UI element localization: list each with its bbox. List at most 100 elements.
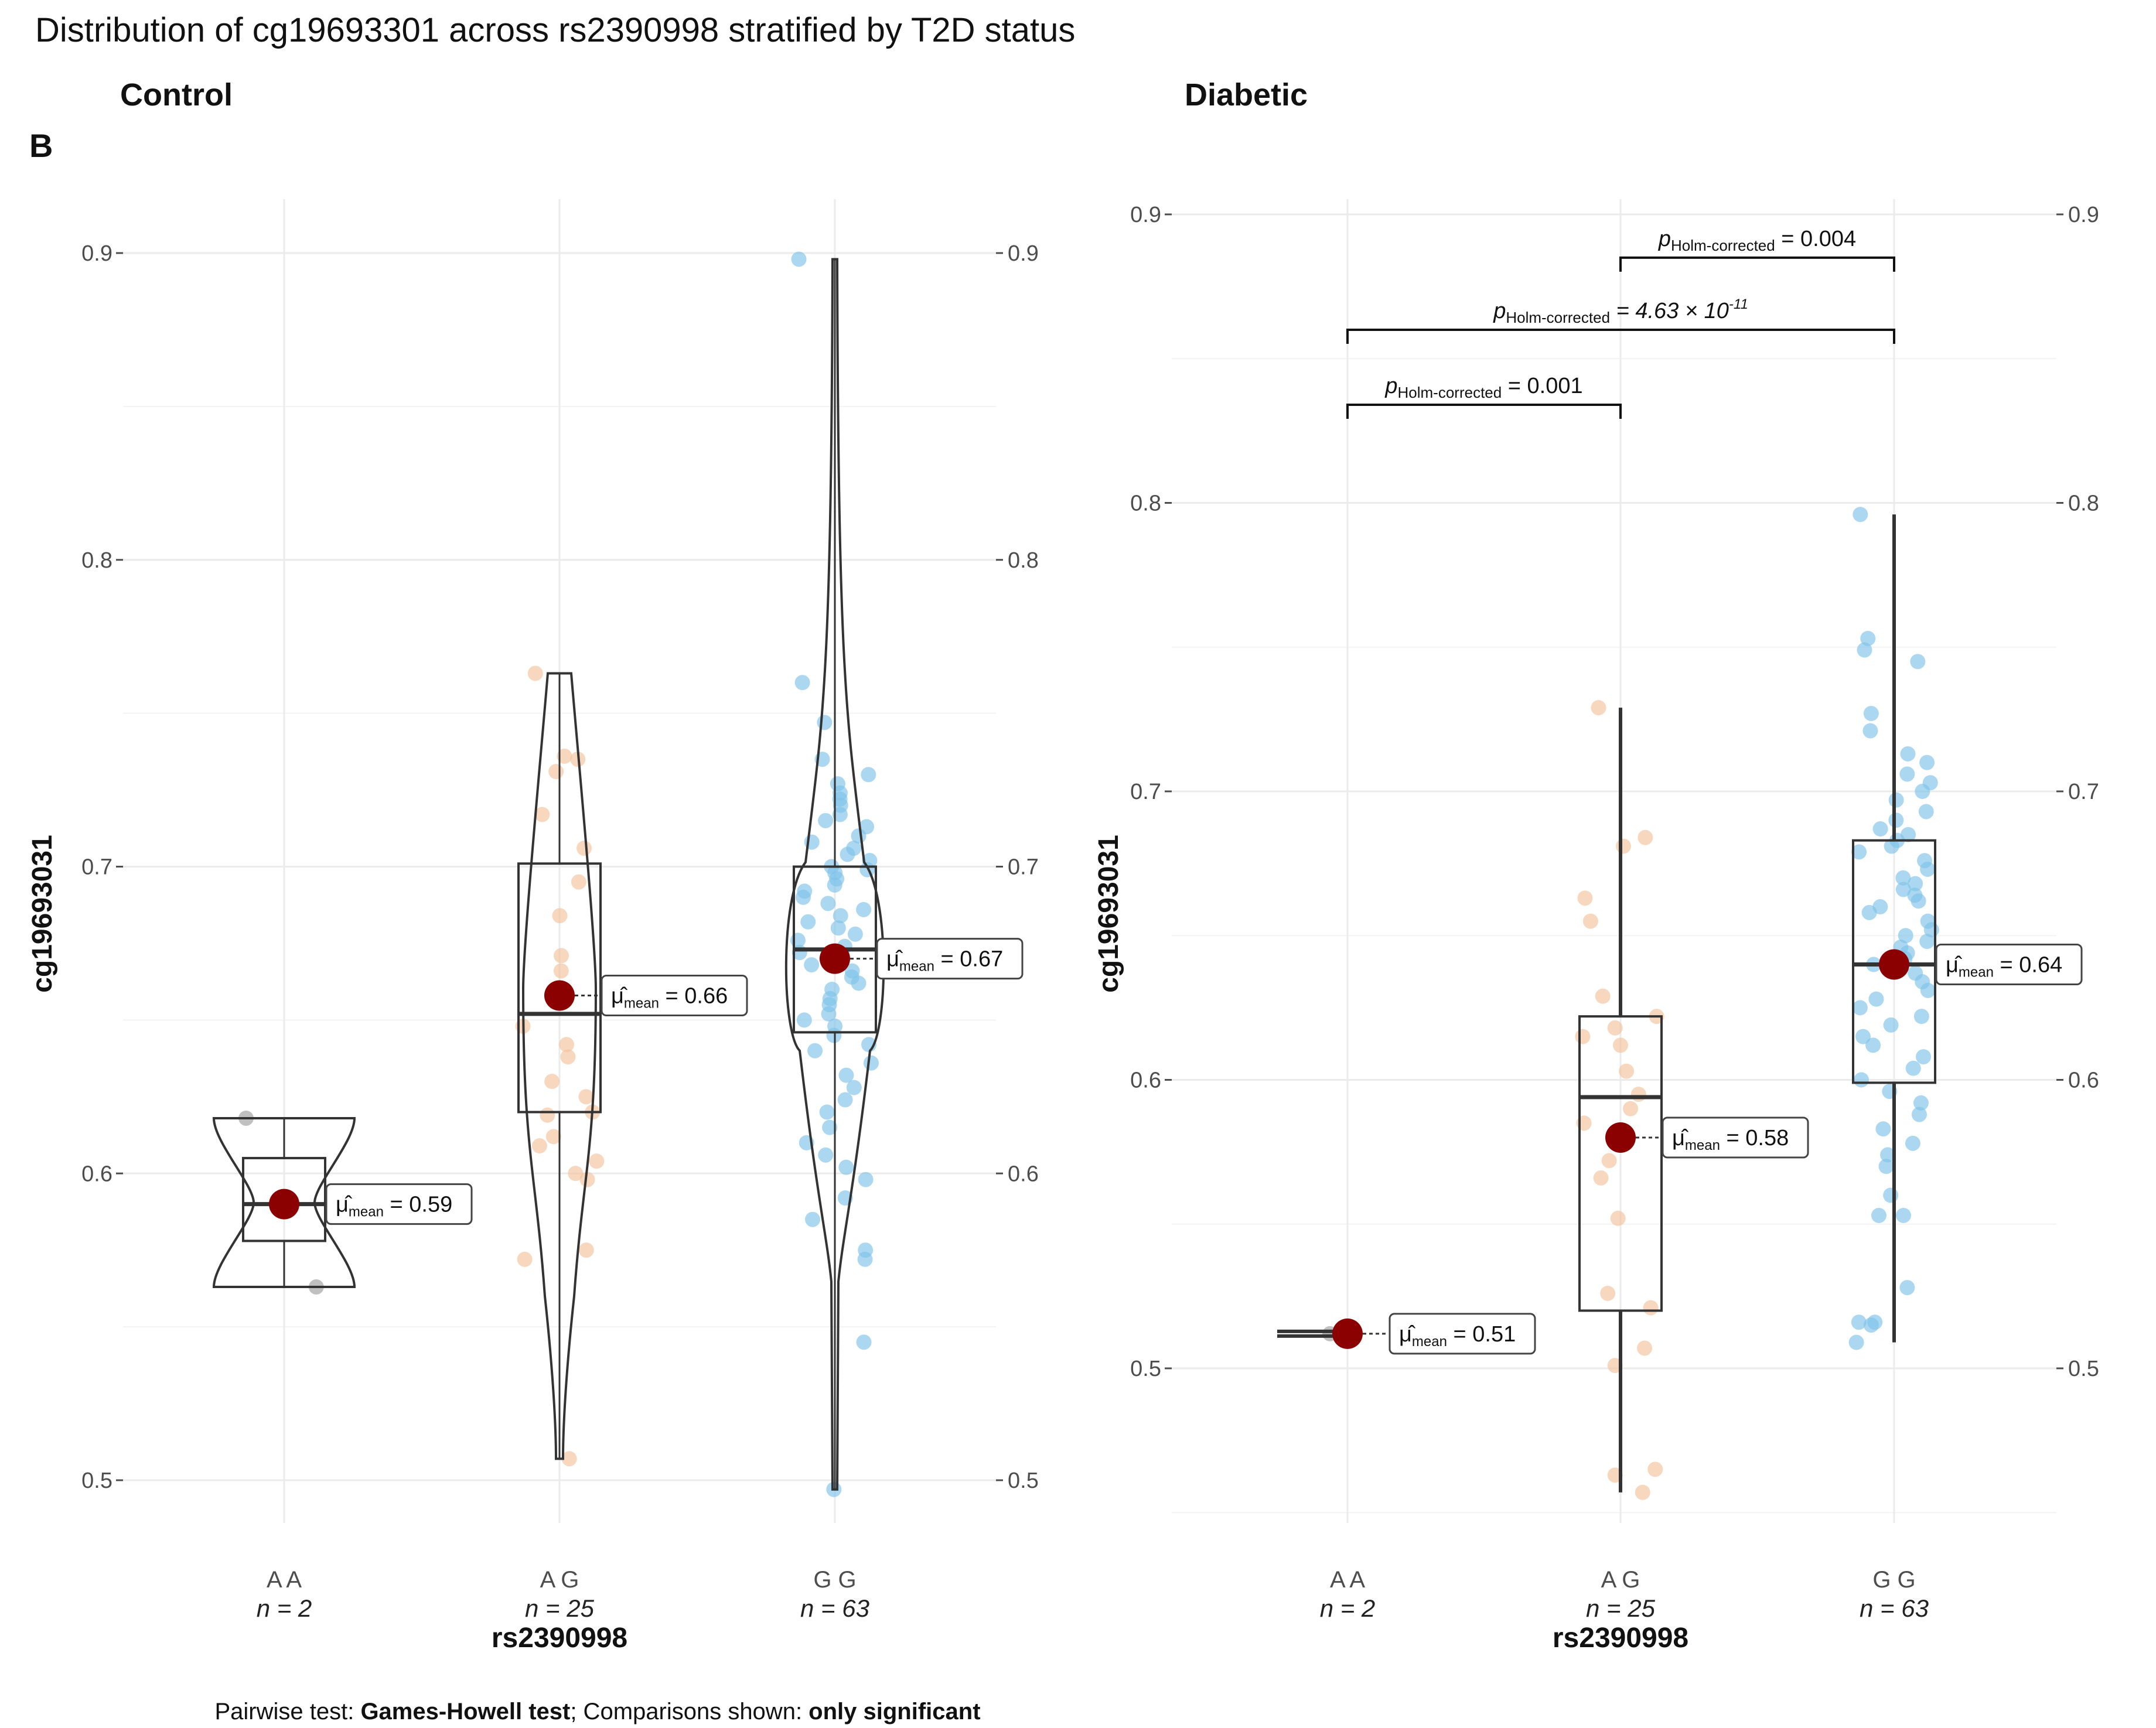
data-point bbox=[1623, 1101, 1639, 1116]
comparison-label: pHolm-corrected = 0.001 bbox=[1384, 374, 1582, 401]
data-point bbox=[1911, 893, 1926, 909]
x-axis-title: rs2390998 bbox=[1553, 1623, 1688, 1654]
mean-value: = 0.51 bbox=[1447, 1322, 1516, 1347]
data-point bbox=[578, 1242, 594, 1258]
data-point bbox=[1862, 723, 1878, 739]
panel-tag: B bbox=[29, 127, 53, 164]
x-n-label: n = 2 bbox=[1320, 1594, 1376, 1622]
data-point bbox=[833, 908, 848, 924]
data-point bbox=[568, 1166, 584, 1181]
p-symbol: p bbox=[1493, 299, 1506, 323]
data-point bbox=[819, 1104, 835, 1120]
data-point bbox=[832, 807, 848, 822]
data-point bbox=[1895, 870, 1911, 886]
x-tick-label: A A bbox=[267, 1567, 302, 1593]
data-point bbox=[1884, 838, 1899, 854]
comparison-bracket bbox=[1346, 329, 1895, 344]
y-tick-label-right: 0.8 bbox=[2068, 491, 2099, 516]
mean-label: μ̂mean = 0.59 bbox=[336, 1193, 452, 1220]
data-point bbox=[1852, 1000, 1868, 1016]
data-point bbox=[1913, 1009, 1929, 1024]
mean-label: μ̂mean = 0.67 bbox=[886, 947, 1003, 975]
x-n-label: n = 63 bbox=[1860, 1594, 1929, 1622]
data-point bbox=[553, 963, 569, 979]
data-point bbox=[1630, 1087, 1646, 1102]
data-point bbox=[1619, 1063, 1635, 1079]
data-point bbox=[796, 1012, 812, 1028]
panel-control: Control 0.5 0.5 0.6 0.6 0.7 0.7 0.8 0.8 0.9 0.9 cg1… bbox=[27, 77, 1039, 1654]
mean-marker bbox=[1605, 1122, 1636, 1153]
data-point bbox=[1582, 913, 1598, 929]
data-point bbox=[1575, 1029, 1591, 1044]
mean-label: μ̂mean = 0.58 bbox=[1672, 1126, 1789, 1153]
mu-subscript: mean bbox=[1685, 1138, 1720, 1153]
mean-label-box bbox=[601, 974, 748, 1016]
data-point bbox=[1863, 706, 1879, 722]
data-point bbox=[571, 874, 586, 890]
data-point bbox=[1915, 784, 1930, 799]
data-point bbox=[1920, 982, 1936, 998]
x-tick-label: A A bbox=[1330, 1567, 1365, 1593]
data-point bbox=[847, 926, 863, 942]
data-point bbox=[579, 1172, 595, 1187]
caption-shown: only significant bbox=[808, 1699, 980, 1724]
data-point bbox=[795, 889, 811, 905]
data-point bbox=[1898, 928, 1913, 944]
p-subscript: Holm-corrected bbox=[1671, 237, 1775, 254]
mean-label: μ̂mean = 0.64 bbox=[1946, 953, 2062, 981]
p-value: = 0.004 bbox=[1775, 227, 1856, 251]
data-point bbox=[1853, 507, 1868, 523]
x-n-label: n = 25 bbox=[1586, 1594, 1656, 1622]
data-point bbox=[856, 1334, 872, 1350]
mean-marker bbox=[544, 980, 575, 1011]
mean-label-box bbox=[1935, 944, 2083, 985]
data-point bbox=[1913, 1095, 1929, 1111]
data-point bbox=[838, 1159, 854, 1175]
y-tick-label: 0.5 bbox=[81, 1469, 112, 1493]
data-point bbox=[1851, 844, 1867, 860]
data-point bbox=[527, 665, 543, 681]
y-tick-label-right: 0.8 bbox=[1008, 548, 1039, 573]
data-point bbox=[1868, 991, 1884, 1007]
p-subscript: Holm-corrected bbox=[1506, 309, 1610, 326]
data-point bbox=[1919, 754, 1935, 770]
p-symbol: p bbox=[1384, 374, 1397, 398]
x-n-label: n = 2 bbox=[257, 1594, 312, 1622]
x-n-label: n = 63 bbox=[800, 1594, 869, 1622]
data-point bbox=[560, 1049, 576, 1065]
y-tick-label: 0.9 bbox=[81, 241, 112, 266]
data-point bbox=[1848, 1334, 1864, 1350]
data-point bbox=[857, 1251, 873, 1267]
y-axis-title: cg19693031 bbox=[27, 835, 58, 993]
y-tick-label-right: 0.6 bbox=[2068, 1068, 2099, 1093]
p-value: = 4.63 × 10 bbox=[1610, 299, 1729, 323]
panel-title: Control bbox=[120, 77, 233, 112]
data-point bbox=[830, 920, 846, 936]
violin-outline bbox=[521, 672, 598, 1460]
y-tick-label-right: 0.7 bbox=[1008, 855, 1039, 880]
data-point bbox=[846, 1080, 862, 1095]
data-point bbox=[554, 948, 569, 964]
x-tick-label: G G bbox=[813, 1567, 856, 1593]
data-point bbox=[1607, 1020, 1623, 1036]
data-point bbox=[1643, 1300, 1659, 1316]
y-tick-label-right: 0.9 bbox=[1008, 241, 1039, 266]
data-point bbox=[1851, 1314, 1867, 1330]
data-point bbox=[545, 1129, 561, 1145]
mean-marker bbox=[820, 943, 850, 974]
y-tick-label-right: 0.5 bbox=[2068, 1357, 2099, 1381]
data-point bbox=[1880, 1147, 1896, 1163]
data-point bbox=[1899, 766, 1915, 782]
mean-marker bbox=[1332, 1318, 1363, 1349]
data-point bbox=[1600, 1285, 1616, 1301]
mean-label-box bbox=[1389, 1313, 1536, 1355]
data-point bbox=[531, 1138, 547, 1154]
data-point bbox=[557, 748, 572, 764]
data-point bbox=[822, 1119, 838, 1135]
data-point bbox=[1647, 1461, 1663, 1477]
mu-subscript: mean bbox=[349, 1204, 384, 1220]
figure-title: Distribution of cg19693301 across rs2390… bbox=[35, 11, 1076, 49]
x-tick-label: G G bbox=[1872, 1567, 1915, 1593]
mean-label-box bbox=[325, 1183, 473, 1225]
data-point bbox=[1591, 700, 1606, 716]
